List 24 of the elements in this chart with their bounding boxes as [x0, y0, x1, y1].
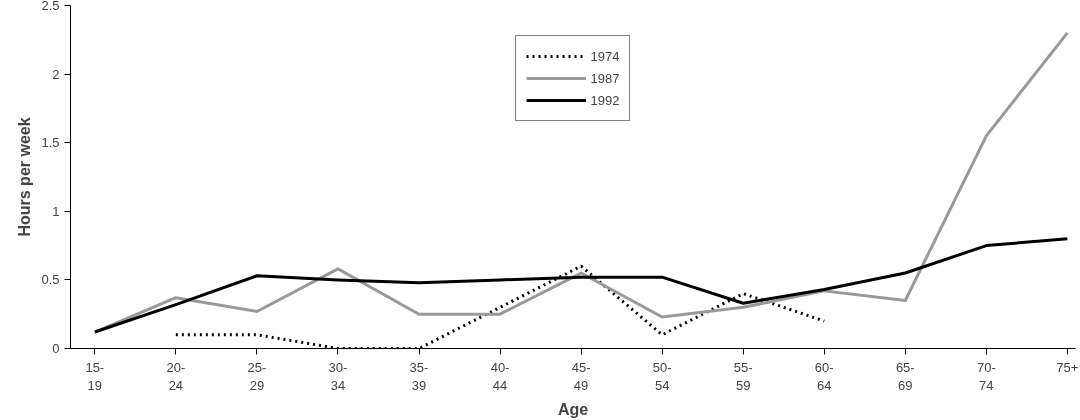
y-axis-title: Hours per week: [16, 117, 34, 237]
y-tick-label: 1: [52, 203, 60, 219]
x-tick-label: 50- 54: [652, 359, 672, 393]
x-tick-label: 55- 59: [733, 359, 753, 393]
y-tick-label: 1.5: [41, 135, 60, 151]
legend-label: 1992: [590, 92, 620, 108]
x-tick-label: 25- 29: [247, 359, 267, 393]
x-tick-label: 30- 34: [328, 359, 348, 393]
y-tick-label: 0.5: [41, 272, 60, 288]
x-tick-label: 45- 49: [571, 359, 591, 393]
y-tick-label: 2: [52, 66, 60, 82]
legend-label: 1974: [590, 48, 620, 64]
x-axis-title: Age: [557, 400, 589, 418]
legend-label: 1987: [590, 70, 620, 86]
x-tick-label: 40- 44: [490, 359, 510, 393]
x-tick-label: 20- 24: [166, 359, 186, 393]
x-tick-label: 65- 69: [895, 359, 915, 393]
x-tick-label: 70- 74: [976, 359, 996, 393]
x-tick-label: 15- 19: [85, 359, 105, 393]
y-tick-label: 0: [52, 341, 60, 356]
y-tick-label: 2.5: [41, 0, 60, 13]
x-tick-label: 35- 39: [409, 359, 429, 393]
x-tick-label: 75+: [1056, 359, 1079, 375]
x-tick-label: 60- 64: [814, 359, 834, 393]
